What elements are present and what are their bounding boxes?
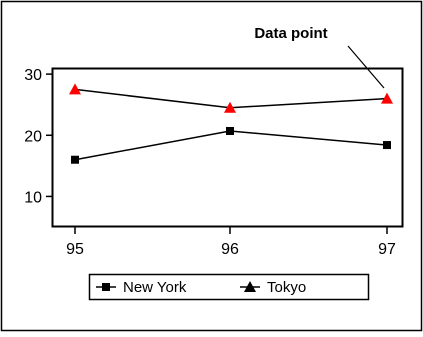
annotation-label: Data point (254, 25, 327, 42)
legend-square-marker (102, 283, 110, 291)
series-markers (69, 83, 393, 164)
data-point-triangle (69, 83, 81, 95)
y-axis: 10 20 30 (24, 67, 53, 206)
legend-label: New York (123, 279, 187, 296)
annotation-arrow (347, 45, 385, 89)
x-tick-label: 97 (378, 241, 396, 258)
data-point-triangle (224, 101, 236, 113)
y-tick-label: 10 (24, 189, 42, 206)
data-point-square (71, 155, 79, 164)
data-point-triangle (381, 92, 393, 104)
legend-label: Tokyo (267, 279, 306, 296)
legend-box (88, 273, 370, 301)
x-tick-label: 95 (66, 241, 84, 258)
data-point-square (383, 141, 391, 150)
x-tick-label: 96 (221, 241, 239, 258)
x-axis: 95 96 97 (66, 227, 396, 258)
plot-area (51, 67, 404, 228)
legend: New York Tokyo (88, 273, 370, 301)
y-tick-label: 20 (24, 128, 42, 145)
data-point-square (226, 126, 234, 135)
legend-triangle-marker (244, 281, 256, 292)
y-tick-label: 30 (24, 67, 42, 84)
